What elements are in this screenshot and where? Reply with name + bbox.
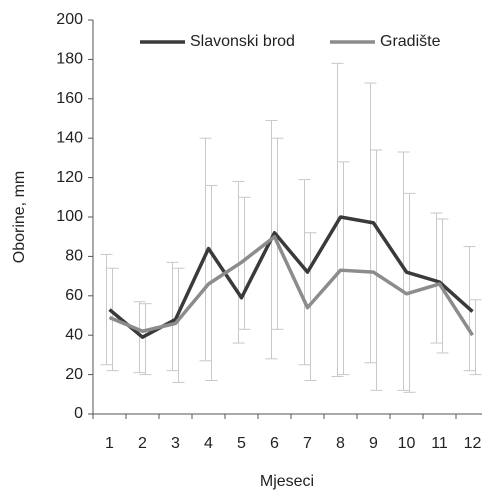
y-tick-label: 0 bbox=[74, 405, 83, 422]
x-tick-label: 1 bbox=[105, 435, 114, 452]
legend-label: Slavonski brod bbox=[190, 33, 295, 50]
y-tick-label: 80 bbox=[65, 248, 83, 265]
legend-label: Gradište bbox=[380, 33, 441, 50]
y-tick-label: 160 bbox=[56, 90, 83, 107]
x-tick-label: 11 bbox=[431, 435, 448, 452]
y-tick-label: 100 bbox=[56, 208, 83, 225]
x-axis-label: Mjeseci bbox=[260, 473, 314, 490]
x-tick-label: 9 bbox=[369, 435, 378, 452]
x-tick-label: 3 bbox=[171, 435, 180, 452]
y-tick-label: 180 bbox=[56, 51, 83, 68]
y-tick-label: 200 bbox=[56, 11, 83, 28]
x-tick-label: 2 bbox=[138, 435, 147, 452]
series-line bbox=[108, 234, 474, 337]
series-line bbox=[108, 215, 474, 339]
x-tick-label: 10 bbox=[398, 435, 416, 452]
x-tick-label: 4 bbox=[204, 435, 213, 452]
x-tick-label: 6 bbox=[270, 435, 279, 452]
y-tick-label: 20 bbox=[65, 366, 83, 383]
x-tick-label: 12 bbox=[464, 435, 482, 452]
y-tick-label: 40 bbox=[65, 326, 83, 343]
y-tick-label: 60 bbox=[65, 287, 83, 304]
x-tick-label: 8 bbox=[336, 435, 345, 452]
x-tick-label: 7 bbox=[303, 435, 312, 452]
x-tick-label: 5 bbox=[237, 435, 246, 452]
y-tick-label: 140 bbox=[56, 129, 83, 146]
y-tick-label: 120 bbox=[56, 169, 83, 186]
y-axis-label: Oborine, mm bbox=[11, 171, 28, 263]
